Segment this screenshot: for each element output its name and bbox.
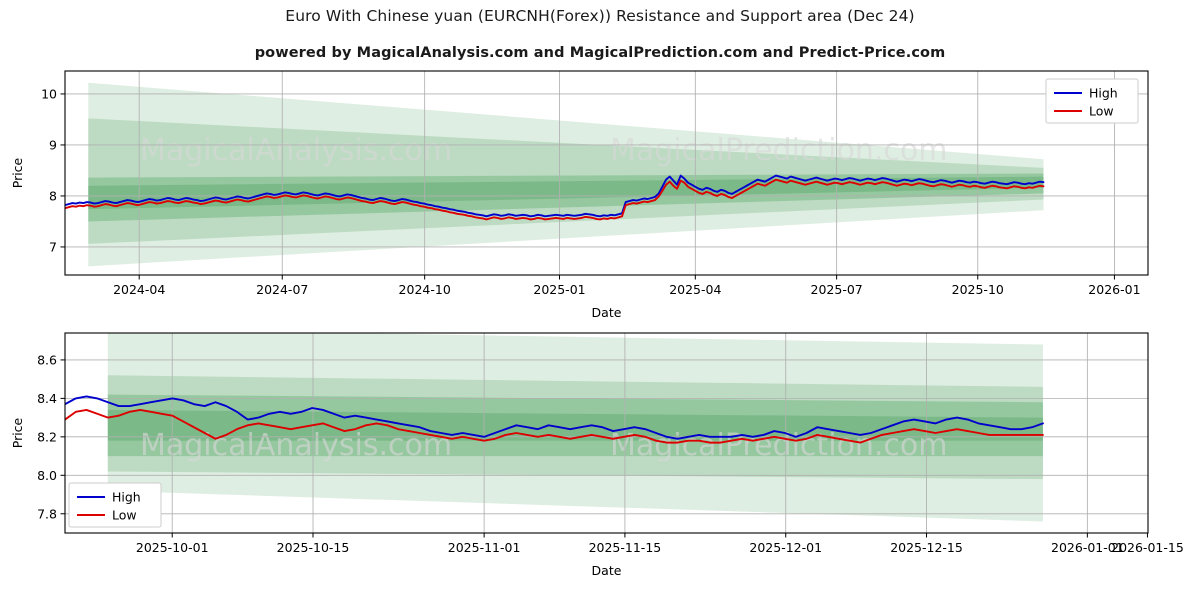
watermark-text: MagicalAnalysis.com <box>140 133 452 168</box>
x-axis-tick-label: 2025-11-15 <box>589 540 662 555</box>
y-axis-tick-label: 8.2 <box>37 429 57 444</box>
x-axis-tick-label: 2025-01 <box>533 282 585 297</box>
chart-legend: High Low <box>68 482 162 528</box>
legend-label-high: High <box>112 490 141 505</box>
resistance-support-band-outer <box>88 82 1044 267</box>
y-axis-tick-label: 10 <box>41 86 57 101</box>
x-axis-tick-label: 2025-10-15 <box>277 540 350 555</box>
x-axis-tick-label: 2025-12-01 <box>749 540 822 555</box>
page-subtitle: powered by MagicalAnalysis.com and Magic… <box>254 45 946 61</box>
page-title: Euro With Chinese yuan (EURCNH(Forex)) R… <box>285 7 915 25</box>
resistance-support-band-inner <box>107 394 1043 457</box>
y-axis-label: Price <box>10 417 25 448</box>
x-axis-tick-label: 2026-01-15 <box>1111 540 1184 555</box>
series-line-high <box>65 174 1045 218</box>
x-axis-tick-label: 2026-01-01 <box>1051 540 1124 555</box>
y-axis-tick-label: 7 <box>49 239 57 254</box>
chart-panel-overview: MagicalAnalysis.com MagicalPrediction.com… <box>10 70 1149 320</box>
resistance-support-band-mid <box>107 375 1043 480</box>
x-axis-tick-label: 2024-07 <box>256 282 308 297</box>
y-axis-tick-label: 7.8 <box>37 506 57 521</box>
x-axis-tick-label: 2026-01 <box>1088 282 1140 297</box>
resistance-support-band-mid <box>88 118 1044 244</box>
x-axis-tick-label: 2025-11-01 <box>448 540 521 555</box>
x-axis-tick-label: 2024-10 <box>399 282 451 297</box>
chart-legend: High Low <box>1045 78 1139 124</box>
y-axis-tick-label: 8 <box>49 188 57 203</box>
y-axis-tick-label: 8.6 <box>37 352 57 367</box>
y-axis-tick-label: 8.0 <box>37 468 57 483</box>
axis-frame <box>64 332 1149 534</box>
x-axis-label: Date <box>592 305 622 320</box>
x-axis-tick-label: 2025-07 <box>811 282 863 297</box>
x-axis-tick-label: 2025-04 <box>669 282 721 297</box>
legend-label-low: Low <box>112 508 137 523</box>
series-line-low <box>65 408 1044 444</box>
y-axis-tick-label: 9 <box>49 137 57 152</box>
watermark-text: MagicalPrediction.com <box>610 133 948 168</box>
resistance-support-band-core <box>107 409 1043 441</box>
legend-label-low: Low <box>1089 104 1114 119</box>
x-axis-tick-label: 2025-10-01 <box>136 540 209 555</box>
x-axis-tick-label: 2025-12-15 <box>890 540 963 555</box>
y-axis-tick-label: 8.4 <box>37 391 57 406</box>
watermark-text: MagicalAnalysis.com <box>140 428 452 463</box>
x-axis-tick-label: 2024-04 <box>113 282 165 297</box>
resistance-support-band-outer <box>107 333 1043 522</box>
axis-frame <box>64 70 1149 276</box>
y-axis-label: Price <box>10 157 25 188</box>
x-axis-label: Date <box>592 563 622 578</box>
x-axis-tick-label: 2025-10 <box>952 282 1004 297</box>
chart-panel-zoom: MagicalAnalysis.com MagicalPrediction.com… <box>10 332 1184 578</box>
watermark-text: MagicalPrediction.com <box>610 428 948 463</box>
series-line-high <box>65 395 1044 440</box>
series-line-low <box>65 178 1045 221</box>
legend-label-high: High <box>1089 86 1118 101</box>
